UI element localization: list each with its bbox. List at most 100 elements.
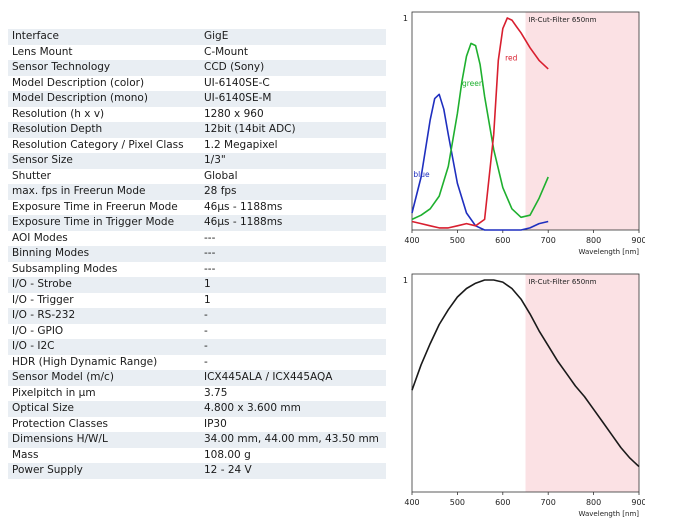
- series-line-blue: [411, 93, 549, 231]
- spec-label: I/O - GPIO: [8, 323, 200, 339]
- spec-value: ICX445ALA / ICX445AQA: [200, 370, 386, 386]
- spec-label: Protection Classes: [8, 416, 200, 432]
- x-tick-label: 500: [450, 498, 465, 507]
- x-tick-label: 400: [404, 498, 419, 507]
- x-tick-label: 900: [631, 236, 645, 245]
- spec-value: 12bit (14bit ADC): [200, 122, 386, 138]
- spec-value: 4.800 x 3.600 mm: [200, 401, 386, 417]
- spec-label: Resolution Category / Pixel Class: [8, 137, 200, 153]
- spec-row: Dimensions H/W/L 34.00 mm, 44.00 mm, 43.5…: [8, 432, 386, 448]
- spec-row: Exposure Time in Freerun Mode 46µs - 1188…: [8, 199, 386, 215]
- spec-label: Interface: [8, 29, 200, 45]
- spec-value: -: [200, 354, 386, 370]
- spec-row: I/O - I2C -: [8, 339, 386, 355]
- spec-label: Model Description (color): [8, 75, 200, 91]
- spec-value: 1.2 Megapixel: [200, 137, 386, 153]
- spec-value: 12 - 24 V: [200, 463, 386, 479]
- spec-row: Model Description (color) UI-6140SE-C: [8, 75, 386, 91]
- spec-label: Binning Modes: [8, 246, 200, 262]
- spec-row: Resolution Depth 12bit (14bit ADC): [8, 122, 386, 138]
- spec-row: Shutter Global: [8, 168, 386, 184]
- spectral-response-color-chart: IR-Cut-Filter 650nm 400 500 600 700 800 900 1 Wa…: [403, 11, 645, 256]
- spec-value: CCD (Sony): [200, 60, 386, 76]
- spec-label: Exposure Time in Trigger Mode: [8, 215, 200, 231]
- spec-value: 34.00 mm, 44.00 mm, 43.50 mm: [200, 432, 386, 448]
- spec-value: Global: [200, 168, 386, 184]
- spec-row: Sensor Model (m/c) ICX445ALA / ICX445AQA: [8, 370, 386, 386]
- spec-row: Lens Mount C-Mount: [8, 44, 386, 60]
- spec-label: Lens Mount: [8, 44, 200, 60]
- spec-value: 1/3": [200, 153, 386, 169]
- spec-label: Sensor Model (m/c): [8, 370, 200, 386]
- spec-label: I/O - Trigger: [8, 292, 200, 308]
- spec-table: Interface GigE Lens Mount C-Mount Sensor Tec…: [8, 29, 386, 479]
- spec-label: Exposure Time in Freerun Mode: [8, 199, 200, 215]
- y-tick-label: 1: [403, 276, 408, 285]
- spec-value: UI-6140SE-C: [200, 75, 386, 91]
- plot-frame: [411, 11, 640, 231]
- plot-frame: [411, 273, 640, 493]
- spec-row: Subsampling Modes ---: [8, 261, 386, 277]
- spec-label: Mass: [8, 447, 200, 463]
- series-label-red: red: [505, 53, 518, 62]
- ir-cut-annotation: IR-Cut-Filter 650nm: [529, 278, 597, 286]
- spec-row: I/O - Strobe 1: [8, 277, 386, 293]
- spec-value: UI-6140SE-M: [200, 91, 386, 107]
- x-tick-label: 800: [586, 236, 601, 245]
- series-line-response: [411, 279, 640, 468]
- x-tick-label: 500: [450, 236, 465, 245]
- spec-label: max. fps in Freerun Mode: [8, 184, 200, 200]
- series-line-green: [411, 42, 549, 221]
- x-tick-label: 900: [631, 498, 645, 507]
- spec-value: 1: [200, 292, 386, 308]
- spec-label: HDR (High Dynamic Range): [8, 354, 200, 370]
- spec-value: IP30: [200, 416, 386, 432]
- spec-label: Power Supply: [8, 463, 200, 479]
- spec-value: C-Mount: [200, 44, 386, 60]
- spec-label: Resolution Depth: [8, 122, 200, 138]
- ir-cut-region: [525, 274, 639, 492]
- spec-label: AOI Modes: [8, 230, 200, 246]
- spec-row: Binning Modes ---: [8, 246, 386, 262]
- spec-label: Sensor Technology: [8, 60, 200, 76]
- spec-row: I/O - GPIO -: [8, 323, 386, 339]
- spec-row: HDR (High Dynamic Range) -: [8, 354, 386, 370]
- spec-value: 46µs - 1188ms: [200, 215, 386, 231]
- y-tick-label: 1: [403, 14, 408, 23]
- spec-value: 3.75: [200, 385, 386, 401]
- x-tick-label: 400: [404, 236, 419, 245]
- spec-label: Sensor Size: [8, 153, 200, 169]
- x-tick-label: 800: [586, 498, 601, 507]
- spec-row: Sensor Technology CCD (Sony): [8, 60, 386, 76]
- x-tick-label: 600: [495, 498, 510, 507]
- spec-value: -: [200, 323, 386, 339]
- spec-row: Sensor Size 1/3": [8, 153, 386, 169]
- spec-row: Interface GigE: [8, 29, 386, 45]
- series-label-green: green: [462, 79, 484, 88]
- spec-value: ---: [200, 246, 386, 262]
- spec-row: I/O - Trigger 1: [8, 292, 386, 308]
- x-axis-label: Wavelength [nm]: [579, 510, 640, 518]
- spec-value: 28 fps: [200, 184, 386, 200]
- spec-row: Resolution (h x v) 1280 x 960: [8, 106, 386, 122]
- spec-value: -: [200, 308, 386, 324]
- series-line-red: [411, 17, 549, 229]
- spec-label: I/O - I2C: [8, 339, 200, 355]
- spec-row: Resolution Category / Pixel Class 1.2 Meg…: [8, 137, 386, 153]
- spec-label: I/O - Strobe: [8, 277, 200, 293]
- spec-label: Resolution (h x v): [8, 106, 200, 122]
- spec-row: Protection Classes IP30: [8, 416, 386, 432]
- spec-row: Pixelpitch in µm 3.75: [8, 385, 386, 401]
- x-tick-label: 600: [495, 236, 510, 245]
- spec-row: Model Description (mono) UI-6140SE-M: [8, 91, 386, 107]
- spec-value: ---: [200, 230, 386, 246]
- spec-value: GigE: [200, 29, 386, 45]
- spec-row: Optical Size 4.800 x 3.600 mm: [8, 401, 386, 417]
- spectral-response-mono-chart: IR-Cut-Filter 650nm 400 500 600 700 800 900 1 Wa…: [403, 273, 645, 518]
- ir-cut-region: [525, 12, 639, 230]
- ir-cut-annotation: IR-Cut-Filter 650nm: [529, 16, 597, 24]
- spec-row: Mass 108.00 g: [8, 447, 386, 463]
- spec-row: I/O - RS-232-: [8, 308, 386, 324]
- spec-label: Subsampling Modes: [8, 261, 200, 277]
- x-tick-label: 700: [541, 498, 556, 507]
